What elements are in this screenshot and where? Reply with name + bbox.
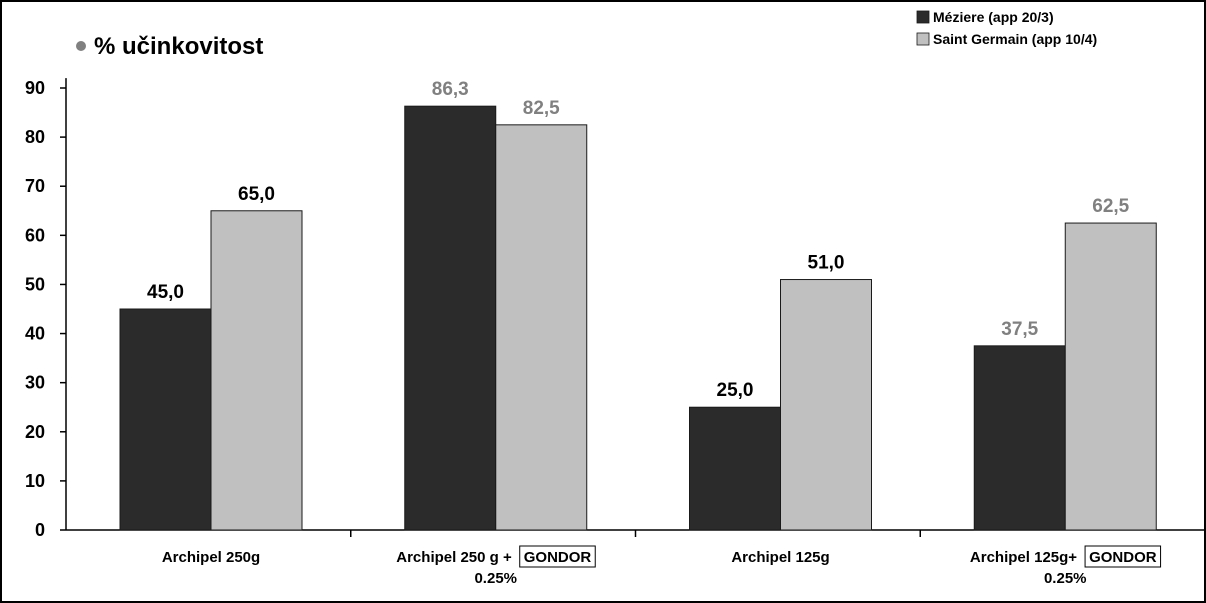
category-tag-box [519, 545, 596, 568]
category-label: Archipel 125g [731, 549, 829, 566]
bar-meziere-3 [973, 345, 1066, 531]
y-tick-label: 60 [25, 225, 45, 245]
data-labels: 45,0 86,3 25,0 37,5 65,0 82,5 51,0 62,5 [147, 79, 1130, 401]
category-tag-box [1084, 545, 1162, 568]
data-label: 62,5 [1092, 196, 1129, 217]
bars [119, 105, 1157, 531]
y-tick-label: 50 [25, 274, 45, 294]
chart-title: % učinkovitost [94, 33, 263, 60]
category-labels: Archipel 250g Archipel 250 g + GONDOR0.25%… [162, 545, 1162, 587]
legend: Méziere (app 20/3) Saint Germain (app 10/… [916, 9, 1097, 47]
category-label: 0.25% [1044, 570, 1087, 587]
legend-entry: Saint Germain (app 10/4) [933, 31, 1097, 47]
y-tick-label: 90 [25, 78, 45, 98]
legend-swatch [916, 32, 930, 46]
data-label: 65,0 [238, 184, 275, 205]
category-label: Archipel 125g+ [970, 549, 1077, 566]
category-tag: GONDOR [1089, 549, 1157, 566]
bar-saint-germain-0 [210, 210, 303, 531]
data-label: 37,5 [1001, 319, 1038, 340]
bar-meziere-1 [404, 105, 497, 531]
y-tick-label: 20 [25, 422, 45, 442]
data-label: 82,5 [523, 98, 560, 119]
y-tick-label: 30 [25, 373, 45, 393]
bar-saint-germain-1 [495, 124, 588, 531]
bar-meziere-0 [119, 308, 212, 531]
data-label: 51,0 [808, 253, 845, 274]
data-label: 45,0 [147, 282, 184, 303]
data-label: 25,0 [717, 380, 754, 401]
y-tick-label: 10 [25, 471, 45, 491]
chart-title-group: % učinkovitost [76, 33, 263, 60]
y-tick-label: 0 [35, 520, 45, 540]
category-label: Archipel 250 g + [396, 549, 512, 566]
bar-meziere-2 [689, 406, 781, 531]
data-label: 86,3 [432, 79, 469, 100]
legend-entry: Méziere (app 20/3) [933, 9, 1054, 25]
bar-saint-germain-3 [1064, 222, 1157, 531]
category-label: 0.25% [474, 570, 517, 587]
y-tick-label: 40 [25, 324, 45, 344]
category-tag: GONDOR [524, 549, 592, 566]
legend-swatch [916, 10, 930, 24]
bar-saint-germain-2 [780, 279, 872, 531]
category-label: Archipel 250g [162, 549, 260, 566]
title-bullet-icon [76, 41, 86, 51]
y-tick-label: 80 [25, 127, 45, 147]
y-tick-label: 70 [25, 176, 45, 196]
